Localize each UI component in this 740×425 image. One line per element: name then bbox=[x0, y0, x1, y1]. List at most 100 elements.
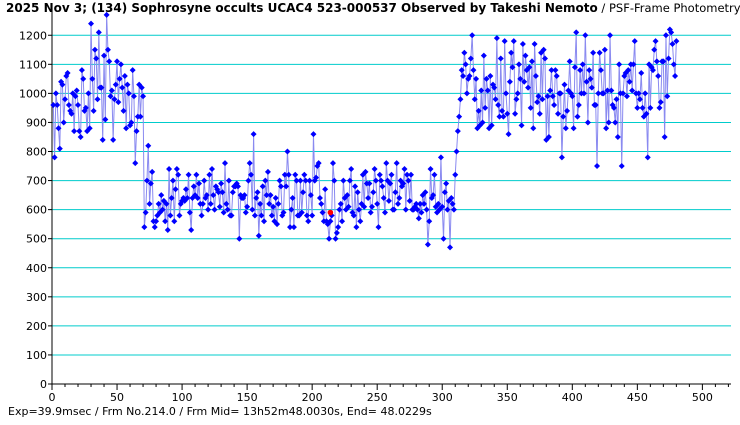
data-point bbox=[660, 58, 667, 65]
data-point bbox=[400, 180, 407, 187]
data-point bbox=[395, 200, 402, 207]
x-tick-label: 0 bbox=[49, 391, 56, 404]
data-point bbox=[276, 177, 283, 184]
data-point bbox=[368, 203, 375, 210]
data-point bbox=[605, 119, 612, 126]
data-point bbox=[77, 133, 84, 140]
data-point bbox=[199, 200, 206, 207]
data-point bbox=[519, 40, 526, 47]
data-point bbox=[215, 189, 222, 196]
data-point bbox=[499, 107, 506, 114]
data-point bbox=[162, 218, 169, 225]
data-point bbox=[427, 165, 434, 172]
y-tick-label: 200 bbox=[26, 320, 47, 333]
data-point bbox=[454, 128, 461, 135]
data-point bbox=[293, 177, 300, 184]
y-tick-label: 700 bbox=[26, 175, 47, 188]
data-point bbox=[657, 99, 664, 106]
data-point bbox=[379, 183, 386, 190]
data-point bbox=[307, 192, 314, 199]
data-point bbox=[656, 104, 663, 111]
data-point bbox=[378, 177, 385, 184]
data-point bbox=[664, 93, 671, 100]
data-point bbox=[595, 90, 602, 97]
y-tick-label: 1000 bbox=[19, 87, 47, 100]
data-point bbox=[380, 195, 387, 201]
data-point bbox=[365, 195, 372, 201]
data-point bbox=[458, 67, 465, 74]
data-point bbox=[492, 96, 499, 103]
data-point bbox=[194, 195, 201, 201]
data-point bbox=[652, 38, 659, 45]
data-point bbox=[164, 226, 171, 233]
data-point bbox=[284, 148, 291, 155]
data-point bbox=[452, 171, 459, 178]
data-point bbox=[88, 20, 95, 27]
data-point bbox=[225, 177, 232, 184]
data-point bbox=[513, 96, 520, 103]
data-point bbox=[288, 206, 295, 213]
data-point bbox=[117, 61, 124, 68]
data-point bbox=[208, 165, 215, 172]
data-point bbox=[228, 212, 235, 219]
data-point bbox=[402, 206, 409, 213]
data-point bbox=[175, 171, 182, 178]
data-point bbox=[270, 203, 277, 210]
data-point bbox=[345, 203, 352, 210]
data-point bbox=[55, 125, 62, 132]
data-point bbox=[285, 171, 292, 178]
x-tick-label: 250 bbox=[367, 391, 388, 404]
data-point bbox=[300, 189, 307, 196]
data-point bbox=[385, 197, 392, 204]
data-point bbox=[638, 70, 645, 77]
data-point bbox=[551, 102, 558, 108]
data-point bbox=[166, 165, 173, 172]
data-point bbox=[267, 192, 274, 199]
data-point bbox=[326, 235, 333, 242]
data-point bbox=[460, 72, 467, 79]
data-point bbox=[346, 177, 353, 184]
y-tick-label: 1100 bbox=[19, 58, 47, 71]
y-tick-label: 900 bbox=[26, 116, 47, 129]
y-tick-label: 100 bbox=[26, 349, 47, 362]
data-point bbox=[643, 110, 650, 117]
data-point bbox=[444, 206, 451, 213]
title-suffix: / PSF-Frame Photometry / bbox=[597, 1, 740, 15]
y-tick-label: 1200 bbox=[19, 29, 47, 42]
y-tick-label: 0 bbox=[40, 378, 47, 391]
data-point bbox=[257, 200, 264, 207]
data-point bbox=[185, 171, 192, 178]
data-point bbox=[541, 55, 548, 62]
data-point bbox=[670, 61, 677, 68]
data-point bbox=[297, 177, 304, 184]
data-point bbox=[521, 78, 528, 85]
data-point bbox=[493, 35, 500, 42]
data-point bbox=[500, 113, 507, 120]
data-point bbox=[335, 224, 342, 231]
data-point bbox=[415, 215, 422, 222]
data-point bbox=[89, 75, 96, 82]
data-point bbox=[332, 235, 339, 242]
data-point bbox=[505, 131, 512, 138]
data-point bbox=[280, 209, 287, 216]
data-point bbox=[636, 96, 643, 103]
x-tick-label: 200 bbox=[302, 391, 323, 404]
data-point bbox=[662, 32, 669, 39]
data-point bbox=[610, 104, 617, 111]
data-point bbox=[249, 206, 256, 213]
data-point bbox=[306, 177, 313, 184]
data-point bbox=[437, 154, 444, 161]
data-point bbox=[625, 67, 632, 74]
data-point bbox=[548, 67, 555, 74]
y-tick-label: 800 bbox=[26, 146, 47, 159]
data-point bbox=[245, 177, 252, 184]
data-point bbox=[604, 87, 611, 94]
data-point bbox=[353, 224, 360, 231]
data-point bbox=[190, 183, 197, 190]
data-point bbox=[255, 232, 262, 239]
data-point bbox=[125, 90, 132, 97]
data-point bbox=[514, 90, 521, 97]
data-point bbox=[90, 107, 97, 114]
exposure-footer: Exp=39.9msec / Frm No.214.0 / Frm Mid= 1… bbox=[8, 405, 432, 418]
y-tick-label: 600 bbox=[26, 204, 47, 217]
